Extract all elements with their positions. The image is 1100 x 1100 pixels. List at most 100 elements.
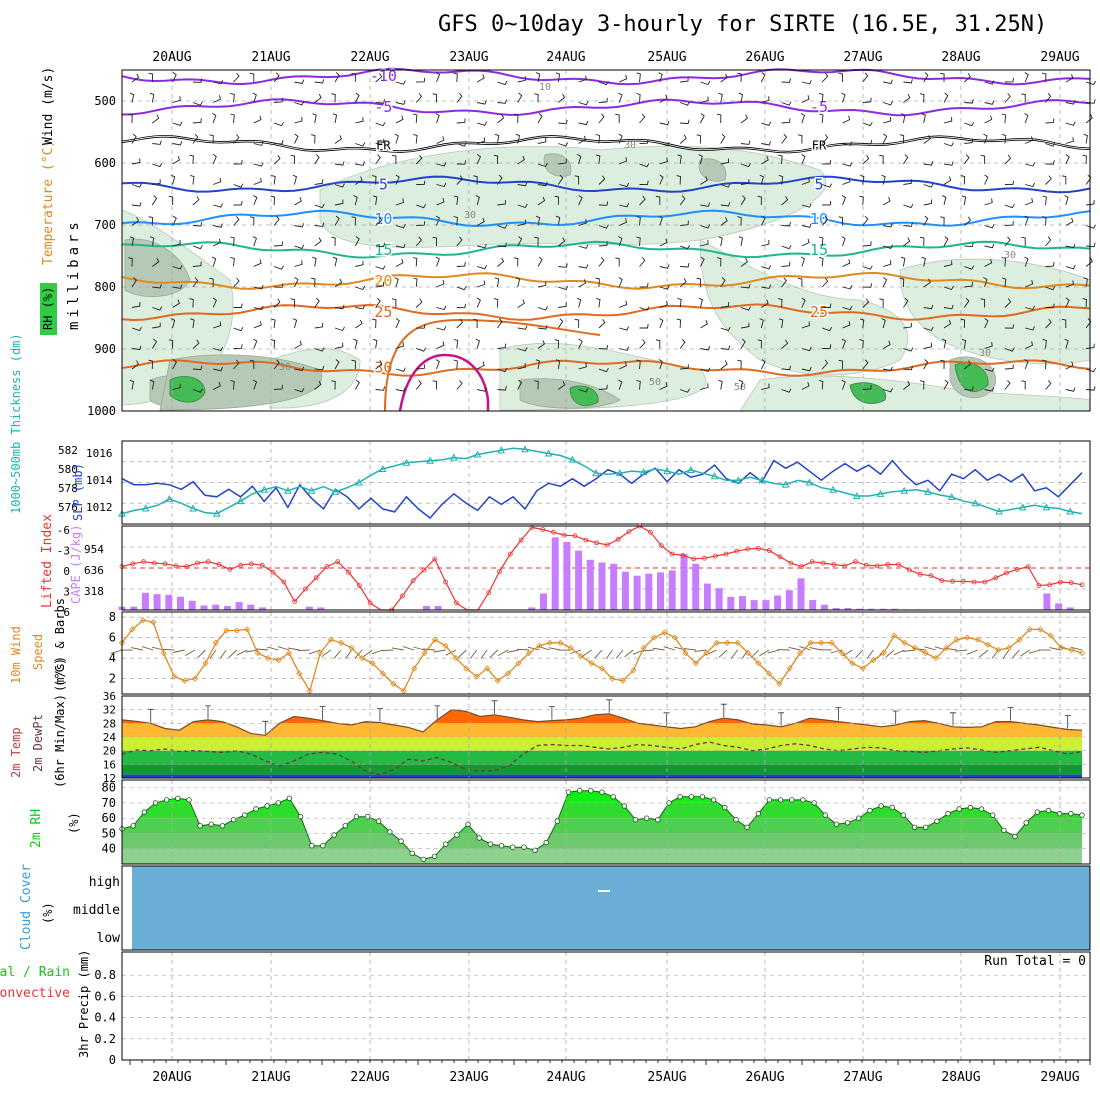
rh-marker	[1079, 812, 1085, 818]
wind-barb	[230, 92, 235, 103]
cape-bar	[645, 573, 653, 610]
cape-tick-label: 318	[84, 585, 104, 598]
wind-barb	[923, 359, 929, 370]
wind-barb	[923, 135, 931, 144]
cape-bar	[727, 596, 735, 610]
wind-barb-10m	[371, 649, 384, 655]
wind-speed-marker	[974, 636, 981, 643]
wind-barb	[211, 256, 217, 267]
wind-barb	[797, 134, 803, 144]
rh-marker	[398, 838, 404, 844]
wind-barb	[371, 318, 377, 329]
wind-barb	[919, 93, 925, 103]
wind-barb	[334, 72, 340, 83]
wind-barb	[334, 135, 343, 144]
wind-barb	[842, 321, 851, 329]
wind-barb	[801, 80, 812, 85]
wind-speed-marker	[505, 670, 512, 677]
lifted-index-marker	[151, 560, 157, 566]
wind-barb	[558, 119, 568, 125]
wind-barb	[781, 277, 787, 288]
wind-speed-marker	[724, 639, 731, 646]
wind-barb	[233, 200, 243, 206]
wind-barb	[212, 154, 217, 165]
rh-marker	[934, 818, 940, 824]
wind-barb	[131, 302, 141, 308]
wind-barb-10m	[506, 649, 519, 653]
rh-contour-area-green	[569, 385, 599, 406]
wind-barb	[659, 141, 670, 147]
wind-barb-10m	[321, 649, 331, 658]
wind-barb	[838, 72, 843, 82]
wind-barb-10m	[413, 646, 425, 651]
wind-barb	[415, 154, 423, 165]
wind-barb	[372, 195, 378, 206]
wind-barb	[412, 257, 418, 267]
wind-barb	[984, 100, 995, 105]
wind-barb	[375, 73, 383, 83]
wind-barb	[355, 304, 365, 310]
wind-barb	[801, 203, 812, 208]
wind-barb	[152, 179, 161, 185]
wind-barb	[1045, 160, 1055, 165]
wind-barb	[213, 203, 224, 208]
wind-barb	[334, 342, 344, 349]
wind-barb	[453, 359, 458, 370]
wind-barb	[294, 244, 305, 249]
precip-convective-label: Convective	[0, 986, 70, 1001]
wind-barb	[332, 113, 338, 124]
thickness-axis-label: 1000~500mb Thickness (dm)	[9, 333, 23, 514]
wind-barb	[273, 121, 284, 127]
wind-barb-10m	[944, 647, 957, 651]
wind-barb	[738, 236, 744, 247]
wind-barb	[192, 365, 203, 371]
temperature-contour-label: 25	[374, 303, 392, 321]
lifted-index-marker	[626, 529, 632, 534]
wind-barb	[395, 367, 406, 372]
wind-barb-10m	[287, 647, 300, 651]
wind-barb	[475, 338, 481, 349]
lifted-index-marker	[950, 578, 955, 584]
wind-barb	[273, 72, 280, 83]
temperature-contour	[121, 209, 1091, 228]
wind-barb	[903, 237, 911, 247]
wind-barb	[1086, 99, 1096, 104]
wind-barb	[801, 321, 811, 329]
wind-barb	[716, 113, 722, 124]
pressure-tick-label: 600	[94, 156, 116, 170]
wind-barb	[821, 277, 829, 288]
bottom-date-label: 28AUG	[941, 1070, 980, 1085]
wind-barb-10m	[606, 649, 613, 659]
wind-barb	[372, 338, 378, 349]
lifted-index-marker	[648, 529, 653, 535]
wind-speed-marker	[943, 644, 950, 651]
wind-barb	[535, 72, 541, 83]
wind-speed-marker	[244, 626, 251, 633]
wind-barb	[212, 297, 217, 308]
wind-barb	[801, 238, 810, 247]
wind-barb	[801, 154, 806, 165]
wind-barb	[639, 324, 649, 329]
lifted-index-marker	[270, 569, 276, 575]
wind-barb	[659, 174, 664, 185]
wind-barb	[903, 322, 912, 329]
wind-barb-10m	[683, 648, 696, 651]
wind-barb	[314, 154, 320, 165]
wind-barb	[395, 243, 406, 249]
wind-barb	[273, 298, 281, 308]
wind-barb	[680, 364, 689, 370]
wind-barb	[415, 236, 422, 247]
wind-barb	[842, 115, 851, 124]
wind-barb	[395, 174, 400, 185]
wind-barb	[1004, 180, 1015, 186]
wind-barb	[394, 277, 399, 288]
rh-marker	[219, 823, 226, 829]
top-date-label: 26AUG	[745, 50, 784, 65]
wind-barb	[618, 277, 623, 288]
wind-barb	[314, 222, 325, 227]
wind-barb	[598, 241, 608, 247]
cloud-axis-label: Cloud Cover	[19, 864, 34, 950]
lifted-index-marker	[809, 559, 815, 565]
wind-barb	[213, 346, 224, 352]
wind-barb	[781, 196, 789, 206]
